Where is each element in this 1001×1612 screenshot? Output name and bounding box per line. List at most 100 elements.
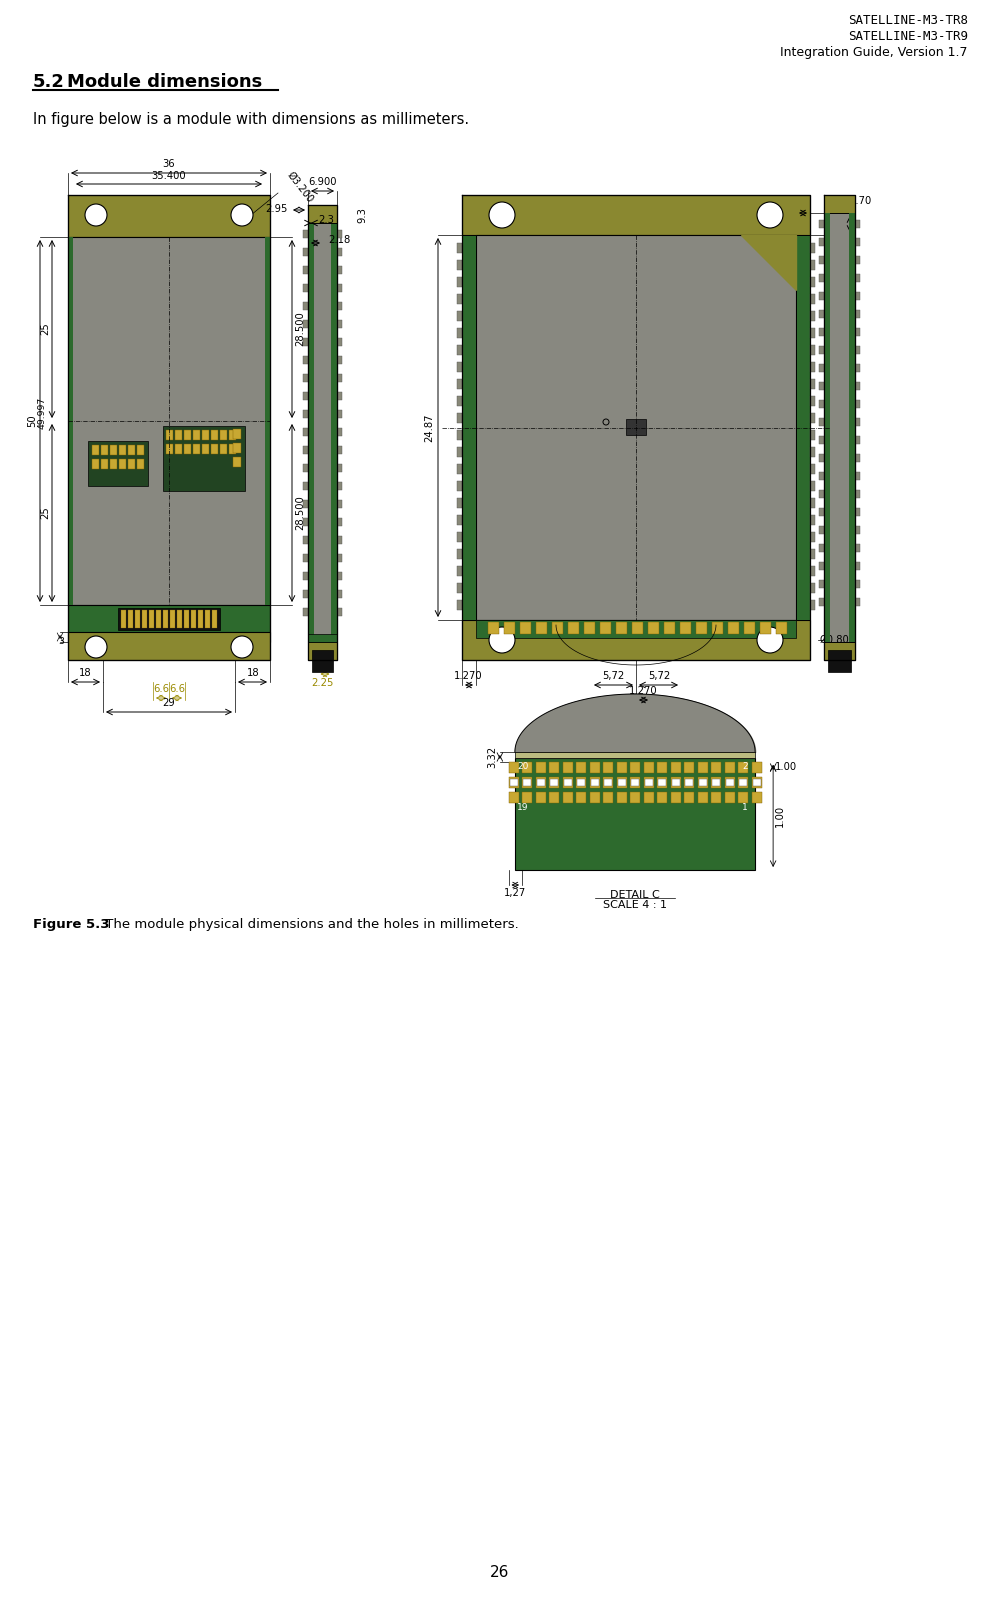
Text: 2.3: 2.3 (318, 214, 334, 226)
Bar (229, 443, 236, 455)
Bar (68, 632, 270, 659)
Bar (303, 608, 308, 616)
Bar (855, 219, 860, 227)
Bar (828, 650, 851, 672)
Bar (819, 327, 824, 335)
Text: The module physical dimensions and the holes in millimeters.: The module physical dimensions and the h… (101, 917, 519, 932)
Bar (337, 537, 342, 543)
Bar (337, 608, 342, 616)
Bar (163, 426, 245, 492)
Bar (698, 777, 708, 788)
Bar (684, 762, 694, 774)
Bar (855, 418, 860, 426)
Bar (726, 779, 734, 787)
Text: 20: 20 (518, 762, 529, 771)
Bar (212, 609, 217, 629)
Bar (536, 791, 546, 803)
Bar (457, 532, 462, 542)
Text: 26: 26 (490, 1565, 510, 1580)
Bar (630, 762, 640, 774)
Text: 3: 3 (58, 637, 64, 646)
Bar (819, 598, 824, 606)
Bar (576, 777, 586, 788)
Bar (549, 762, 559, 774)
Bar (644, 762, 654, 774)
Bar (564, 779, 572, 787)
Text: 1.00: 1.00 (775, 804, 785, 827)
Bar (819, 400, 824, 408)
Bar (819, 347, 824, 355)
Bar (337, 392, 342, 400)
Text: 6.6: 6.6 (153, 683, 169, 695)
Text: 29: 29 (162, 698, 175, 708)
Text: 2.25: 2.25 (311, 679, 333, 688)
Bar (617, 762, 627, 774)
Text: 2.95: 2.95 (265, 205, 288, 214)
Text: 1: 1 (743, 803, 748, 812)
Bar (457, 363, 462, 372)
Bar (631, 779, 639, 787)
Text: DETAIL C: DETAIL C (611, 890, 660, 899)
Bar (520, 622, 531, 634)
Bar (810, 379, 815, 388)
Circle shape (231, 205, 253, 226)
Bar (632, 622, 643, 634)
Bar (672, 779, 680, 787)
Bar (536, 622, 547, 634)
Bar (738, 777, 748, 788)
Bar (156, 609, 161, 629)
Text: SATELLINE-M3-TR8: SATELLINE-M3-TR8 (848, 15, 968, 27)
Bar (68, 237, 270, 604)
Bar (523, 779, 531, 787)
Bar (337, 231, 342, 239)
Bar (457, 397, 462, 406)
Bar (855, 543, 860, 551)
Bar (142, 609, 147, 629)
Bar (303, 429, 308, 435)
Bar (303, 555, 308, 563)
Bar (233, 429, 241, 438)
Bar (819, 310, 824, 318)
Bar (220, 430, 227, 440)
Bar (101, 445, 108, 455)
Text: 5,72: 5,72 (602, 671, 625, 680)
Bar (738, 791, 748, 803)
Bar (819, 219, 824, 227)
Bar (193, 430, 200, 440)
Bar (644, 777, 654, 788)
Bar (600, 622, 611, 634)
Bar (184, 430, 191, 440)
Bar (457, 464, 462, 474)
Bar (265, 237, 270, 604)
Bar (819, 508, 824, 516)
Circle shape (231, 637, 253, 658)
Bar (303, 284, 308, 292)
Bar (337, 429, 342, 435)
Bar (810, 260, 815, 269)
Bar (725, 791, 735, 803)
Bar (824, 213, 830, 642)
Bar (166, 443, 173, 455)
Bar (198, 609, 203, 629)
Bar (698, 791, 708, 803)
Circle shape (757, 202, 783, 227)
Bar (644, 791, 654, 803)
Bar (810, 498, 815, 508)
Bar (810, 532, 815, 542)
Bar (303, 517, 308, 526)
Bar (699, 779, 707, 787)
Bar (671, 791, 681, 803)
Bar (337, 572, 342, 580)
Bar (819, 543, 824, 551)
Bar (308, 222, 314, 642)
Bar (303, 537, 308, 543)
Bar (457, 600, 462, 609)
Circle shape (489, 627, 515, 653)
Bar (810, 447, 815, 456)
Bar (819, 580, 824, 588)
Circle shape (85, 205, 107, 226)
Bar (810, 293, 815, 305)
Bar (725, 777, 735, 788)
Bar (229, 430, 236, 440)
Bar (457, 379, 462, 388)
